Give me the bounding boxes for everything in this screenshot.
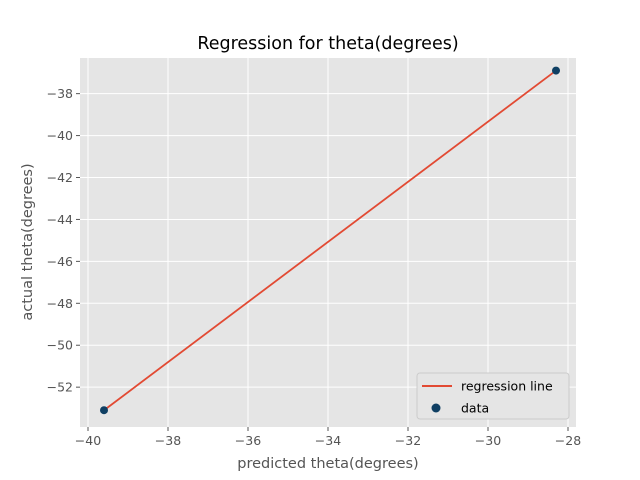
x-tick-label: −40	[75, 433, 101, 448]
y-tick-label: −48	[47, 296, 73, 311]
legend: regression line data	[416, 372, 570, 420]
y-tick-label: −42	[47, 170, 73, 185]
legend-marker-swatch	[431, 403, 441, 413]
x-tick-label: −32	[395, 433, 421, 448]
y-tick-label: −38	[47, 86, 73, 101]
y-tick-label: −44	[47, 212, 73, 227]
x-tick-label: −30	[475, 433, 501, 448]
grid-lines	[80, 58, 576, 427]
x-tick-label: −36	[235, 433, 261, 448]
y-tick-label: −50	[47, 338, 73, 353]
y-axis-label: actual theta(degrees)	[20, 163, 36, 320]
regression-line	[103, 69, 557, 411]
y-tick-label: −46	[47, 254, 73, 269]
data-point	[552, 66, 560, 75]
data-marks	[100, 66, 560, 415]
axis-ticks: −40 −38 −36 −34 −32 −30 −28 −52 −50 −48 −46 −44 −42 −…	[47, 86, 582, 448]
chart-title: Regression for theta(degrees)	[197, 34, 458, 54]
legend-label-regression-line: regression line	[461, 379, 553, 394]
x-tick-label: −28	[555, 433, 581, 448]
x-tick-label: −34	[315, 433, 341, 448]
legend-label-data: data	[461, 401, 489, 416]
y-tick-label: −52	[47, 380, 73, 395]
data-point	[100, 406, 108, 415]
x-axis-label: predicted theta(degrees)	[237, 456, 418, 472]
legend-box	[416, 372, 570, 420]
y-tick-label: −40	[47, 128, 73, 143]
x-tick-label: −38	[155, 433, 181, 448]
